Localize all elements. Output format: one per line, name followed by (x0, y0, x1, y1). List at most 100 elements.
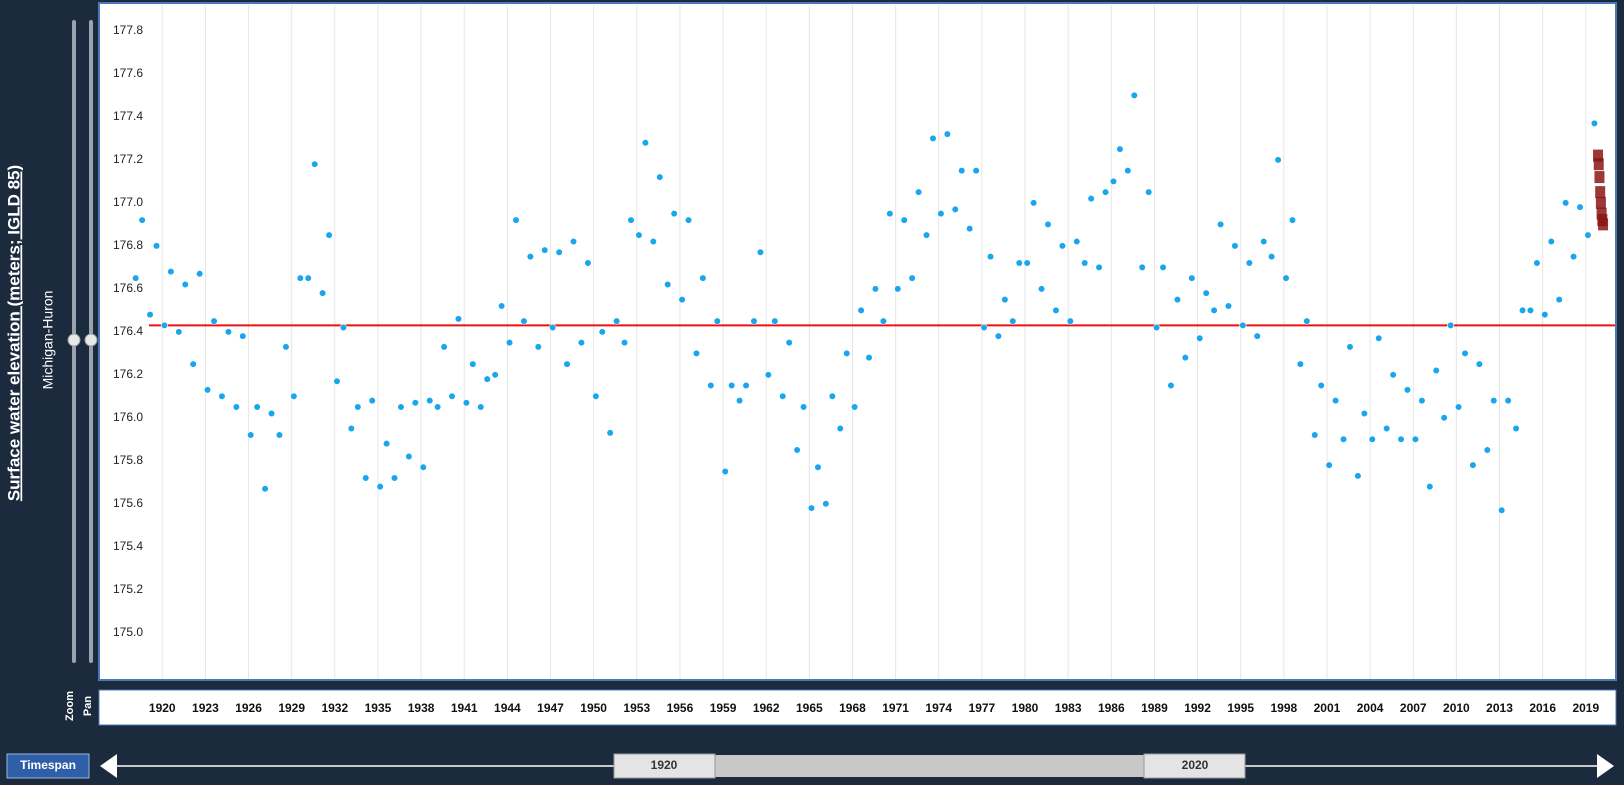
data-point (333, 377, 341, 385)
scroll-left[interactable] (100, 754, 117, 778)
y-tick-label: 175.2 (113, 582, 143, 596)
data-point (1584, 231, 1592, 239)
data-point (894, 285, 902, 293)
data-point (253, 403, 261, 411)
forecast-point (1593, 158, 1604, 171)
data-point (411, 399, 419, 407)
zoom-knob[interactable] (67, 333, 81, 347)
x-tick-label: 1956 (667, 701, 694, 715)
x-tick-label: 1944 (494, 701, 521, 715)
data-point (1224, 302, 1233, 310)
range-end-label: 2020 (1182, 758, 1209, 772)
data-point (1081, 259, 1089, 267)
forecast-point (1595, 196, 1606, 209)
data-point (1403, 386, 1412, 394)
x-tick-label: 1965 (796, 701, 823, 715)
data-point (239, 332, 247, 340)
data-point (1145, 188, 1153, 196)
data-point (1181, 354, 1189, 362)
data-point (721, 467, 729, 476)
data-point (879, 317, 887, 325)
x-tick-label: 1998 (1270, 701, 1297, 715)
data-point (563, 360, 571, 368)
data-point (1210, 306, 1218, 314)
data-point (203, 386, 212, 394)
range-end-thumb[interactable] (1143, 753, 1246, 779)
data-point (224, 328, 233, 336)
y-tick-label: 175.8 (113, 453, 143, 467)
range-start-thumb[interactable] (613, 753, 716, 779)
data-point (1152, 323, 1161, 332)
x-tick-label: 2007 (1400, 701, 1427, 715)
timespan-button[interactable] (6, 753, 90, 779)
x-tick-label: 1950 (580, 701, 607, 715)
data-point (189, 360, 197, 368)
data-point (1173, 295, 1182, 304)
data-point (549, 323, 557, 332)
data-point (440, 343, 448, 351)
data-point (678, 295, 686, 304)
data-point (1095, 263, 1103, 271)
data-point (469, 360, 477, 368)
data-point (526, 253, 534, 261)
data-point (1354, 472, 1362, 480)
data-point (750, 317, 758, 325)
data-point (376, 482, 384, 491)
data-point (851, 403, 859, 411)
data-point (160, 321, 169, 329)
x-tick-label: 2013 (1486, 701, 1513, 715)
data-point (1202, 289, 1210, 297)
data-point (1411, 435, 1420, 443)
x-tick-label: 1974 (925, 701, 952, 715)
x-tick-label: 1920 (149, 701, 176, 715)
data-point (1087, 194, 1095, 203)
data-point (296, 274, 304, 282)
data-point (1547, 237, 1555, 246)
data-point (799, 403, 808, 411)
data-point (915, 188, 923, 196)
scroll-right[interactable] (1597, 754, 1614, 778)
data-point (649, 237, 657, 246)
data-point (620, 338, 629, 347)
data-point (793, 446, 801, 454)
data-point (1130, 91, 1138, 100)
plot: 1920 1923 1926 1929 1932 1935 1938 1941 1944 1947… (113, 5, 1615, 715)
data-point (1001, 295, 1009, 304)
data-point (261, 485, 269, 493)
data-point (1009, 317, 1017, 325)
data-point (1030, 199, 1038, 207)
data-point (196, 270, 204, 278)
data-point (1023, 259, 1031, 267)
data-point (1590, 119, 1599, 127)
data-point (339, 323, 348, 332)
x-tick-label: 1953 (623, 701, 650, 715)
x-tick-label: 1983 (1055, 701, 1082, 715)
data-point (419, 463, 427, 471)
data-point (1066, 317, 1074, 325)
timespan-label: Timespan (20, 758, 76, 772)
data-point (541, 246, 549, 254)
pan-label: Pan (82, 696, 94, 716)
data-point (1188, 274, 1196, 282)
data-point (814, 463, 822, 471)
data-point (1569, 253, 1578, 261)
data-point (1245, 259, 1253, 267)
data-point (1058, 242, 1067, 250)
data-point (857, 306, 865, 314)
data-point (1375, 334, 1383, 342)
x-tick-label: 2019 (1572, 701, 1599, 715)
x-tick-label: 1962 (753, 701, 780, 715)
data-point (843, 349, 851, 357)
data-point (483, 375, 491, 383)
x-tick-label: 1938 (408, 701, 435, 715)
x-tick-label: 2004 (1357, 701, 1384, 715)
data-point (958, 167, 966, 175)
y-axis-title: Surface water elevation (meters; IGLD 85… (4, 165, 23, 501)
pan-knob[interactable] (84, 333, 98, 347)
data-point (1044, 220, 1052, 228)
data-point (785, 338, 793, 347)
data-point (512, 216, 520, 224)
range-window[interactable] (715, 755, 1144, 777)
data-point (448, 392, 456, 400)
